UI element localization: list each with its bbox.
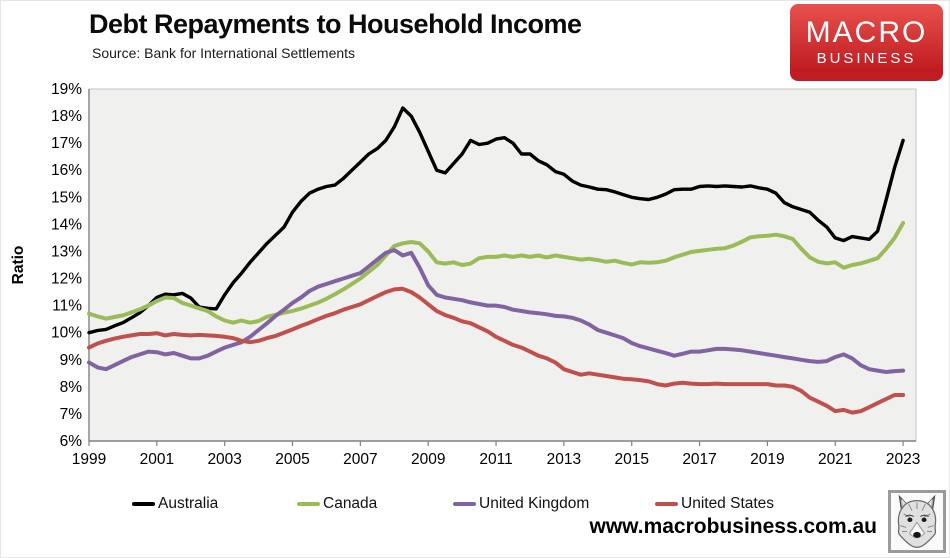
y-tick-label: 16% [51, 162, 82, 179]
x-tick-label: 1999 [72, 451, 106, 468]
legend-label: United States [681, 495, 775, 512]
line-chart: 6% 7% 8% 9% 10% 11% 12% 13% 14% 15% 16% 17% 18% 19% 19… [10, 81, 920, 468]
y-axis-title: Ratio [10, 246, 27, 285]
y-tick-label: 15% [51, 189, 82, 206]
x-tick-label: 2019 [750, 451, 784, 468]
y-tick-label: 10% [51, 325, 82, 342]
x-tick-label: 2001 [140, 451, 174, 468]
x-tick-label: 2011 [479, 451, 512, 468]
logo-line-macro: MACRO [805, 15, 928, 49]
chart-legend: Australia Canada United Kingdom United Stat… [1, 493, 949, 515]
series-line-australia [87, 106, 905, 335]
legend-label: Canada [323, 495, 378, 512]
page-title: Debt Repayments to Household Income [89, 9, 582, 39]
y-tick-label: 18% [51, 108, 82, 125]
y-tick-label: 12% [51, 271, 82, 288]
x-tick-label: 2023 [886, 451, 920, 468]
series-line-canada [87, 221, 906, 325]
y-tick-label: 17% [51, 135, 82, 152]
legend-label: Australia [158, 495, 219, 512]
plot-area [88, 88, 917, 442]
legend-label: United Kingdom [479, 495, 590, 512]
wolf-face-drawing [897, 494, 937, 548]
x-tick-label: 2015 [614, 451, 648, 468]
y-tick-label: 8% [60, 379, 83, 396]
y-tick-label: 13% [51, 243, 82, 260]
legend-swatch [655, 501, 678, 507]
series-line-united-states [87, 286, 906, 415]
x-tick-label: 2009 [411, 451, 445, 468]
y-tick-label: 11% [52, 298, 82, 315]
x-tick-label: 2021 [818, 451, 852, 468]
legend-swatch [453, 501, 476, 507]
series-line-united-kingdom [87, 248, 906, 374]
x-tick-label: 2017 [682, 451, 716, 468]
legend-swatch [132, 501, 155, 507]
y-tick-label: 6% [60, 433, 83, 450]
logo-line-business: BUSINESS [816, 49, 917, 67]
legend-item-australia: Australia [132, 493, 218, 515]
legend-item-united-kingdom: United Kingdom [453, 493, 589, 515]
y-tick-label: 14% [51, 216, 82, 233]
chart-source-subtitle: Source: Bank for International Settlemen… [92, 45, 356, 61]
y-tick-label: 19% [51, 81, 82, 98]
wolf-sketch-icon [888, 490, 946, 553]
x-tick-label: 2013 [547, 451, 581, 468]
x-tick-label: 2005 [275, 451, 309, 468]
website-url: www.macrobusiness.com.au [589, 515, 877, 538]
x-tick-label: 2003 [207, 451, 241, 468]
legend-item-united-states: United States [655, 493, 774, 515]
x-tick-label: 2007 [343, 451, 377, 468]
legend-item-canada: Canada [297, 493, 377, 515]
y-tick-label: 9% [60, 352, 83, 369]
y-tick-label: 7% [60, 406, 83, 423]
macrobusiness-logo: MACRO BUSINESS [790, 4, 943, 81]
legend-swatch [297, 501, 320, 507]
